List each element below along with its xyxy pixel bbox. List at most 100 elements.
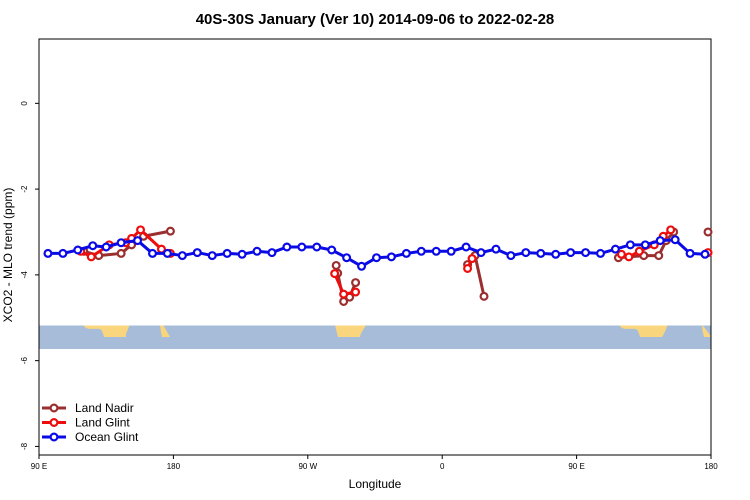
legend-swatch-marker [49,418,59,428]
legend-label: Land Nadir [75,401,134,415]
x-axis: 90 E 180 90 W 0 90 E 180 [31,455,718,471]
x-tick-label: 90 E [31,462,47,471]
data-point [331,260,341,270]
data-point [700,249,710,259]
y-tick-label: -6 [20,357,29,365]
data-point [446,246,456,256]
y-tick-label: -4 [20,271,29,279]
data-point [386,252,396,262]
data-point [237,249,247,259]
data-point [640,240,650,250]
series-layer [43,225,713,306]
data-point [116,238,126,248]
data-point [207,251,217,261]
y-tick-label: 0 [20,101,29,106]
data-point [685,248,695,258]
land-africa [467,313,490,325]
data-point [610,244,620,254]
data-point [136,225,146,235]
data-point [339,289,349,299]
data-point [88,241,98,251]
data-point [536,248,546,258]
data-point [625,240,635,250]
series-land-nadir [79,226,713,306]
y-tick-label: -2 [20,185,29,193]
data-point [192,248,202,258]
data-point [616,249,626,259]
data-point [43,248,53,258]
data-point [222,248,232,258]
series-ocean-glint [43,235,710,271]
data-point [282,242,292,252]
data-point [463,263,473,273]
data-point [491,244,501,254]
data-point [431,246,441,256]
data-point [312,242,322,252]
legend-item: Land Nadir [42,401,134,415]
data-point [581,248,591,258]
data-point [86,252,96,262]
data-point [634,246,644,256]
data-point [670,235,680,245]
data-point [342,253,352,263]
x-tick-label: 0 [440,462,445,471]
data-point [401,248,411,258]
plot-frame [38,38,712,456]
series-line [47,238,706,268]
y-axis-label: XCO2 - MLO trend (ppm) [1,188,15,323]
data-point [461,242,471,252]
data-point [467,254,477,264]
data-point [351,287,361,297]
legend-item: Land Glint [42,416,130,430]
data-point [133,236,143,246]
data-point [327,245,337,255]
legend-label: Ocean Glint [75,430,139,444]
legend-swatch-marker [49,432,59,442]
data-point [551,249,561,259]
series-land-glint [76,225,713,299]
data-point [416,246,426,256]
x-tick-label: 90 E [568,462,584,471]
data-point [624,252,634,262]
data-point [267,248,277,258]
map-strip-land [83,313,711,337]
data-point [297,242,307,252]
data-point [330,269,340,279]
chart-title: 40S-30S January (Ver 10) 2014-09-06 to 2… [196,11,555,28]
data-point [479,291,489,301]
data-point [351,278,361,288]
land-australia [83,325,130,337]
data-point [655,236,665,246]
x-tick-label: 180 [704,462,718,471]
map-strip [39,313,711,350]
data-point [116,248,126,258]
data-point [371,253,381,263]
data-point [147,248,157,258]
data-point [566,248,576,258]
x-tick-label: 90 W [298,462,317,471]
data-point [252,246,262,256]
x-axis-label: Longitude [349,477,402,491]
data-point [165,226,175,236]
data-point [162,248,172,258]
data-point [73,245,83,255]
y-axis: 0 -2 -4 -6 -8 [20,101,39,450]
land-tasmania [119,331,126,337]
data-point [58,248,68,258]
land-australia-right [619,325,668,337]
data-point [666,225,676,235]
legend-item: Ocean Glint [42,430,139,444]
data-point [101,242,111,252]
data-point [476,248,486,258]
data-point [654,251,664,261]
land-new-zealand-right [702,325,711,337]
land-new-zealand [160,325,170,337]
data-point [521,248,531,258]
legend-swatch-marker [49,403,59,413]
x-tick-label: 180 [167,462,181,471]
data-point [595,248,605,258]
y-tick-label: -8 [20,442,29,450]
land-south-america [335,325,366,337]
